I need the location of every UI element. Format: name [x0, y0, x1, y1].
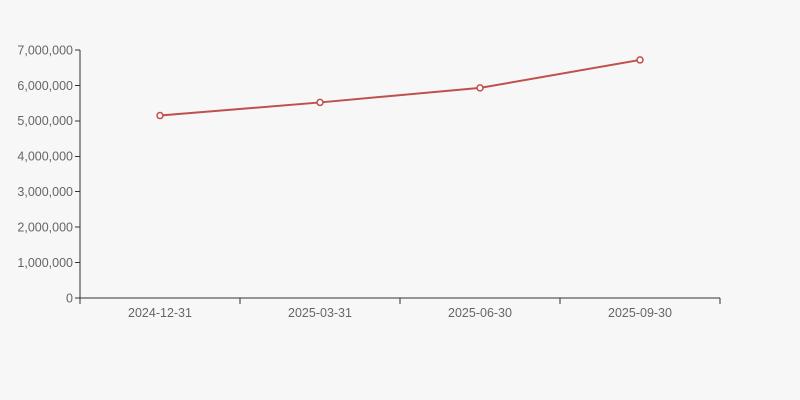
series-1 [156, 56, 644, 120]
y-axis-tick-label: 7,000,000 [17, 43, 73, 57]
data-point-marker [156, 111, 164, 120]
x-axis-tick-label: 2025-09-30 [608, 306, 672, 320]
x-axis-tick-label: 2025-03-31 [288, 306, 352, 320]
y-axis-tick-label: 0 [66, 291, 73, 305]
x-axis-ticks: 2024-12-31 2025-03-31 2025-06-30 2025-09-30 [79, 298, 721, 320]
y-axis-tick-label: 5,000,000 [17, 114, 73, 128]
y-axis-tick-label: 1,000,000 [17, 256, 73, 270]
series-line [159, 58, 641, 117]
y-axis-tick-label: 6,000,000 [17, 79, 73, 93]
y-axis-tick-label: 4,000,000 [17, 150, 73, 164]
data-point-marker [316, 98, 324, 107]
x-axis-tick-label: 2024-12-31 [128, 306, 192, 320]
data-point-marker [636, 56, 644, 64]
y-axis-tick-label: 3,000,000 [17, 185, 73, 199]
y-axis-ticks: 0 1,000,000 2,000,000 3,000,000 4,000,000 5,0… [17, 43, 80, 305]
y-axis-tick-label: 2,000,000 [17, 221, 73, 235]
data-point-marker [476, 84, 484, 92]
axes [79, 50, 720, 299]
x-axis-tick-label: 2025-06-30 [448, 306, 512, 320]
